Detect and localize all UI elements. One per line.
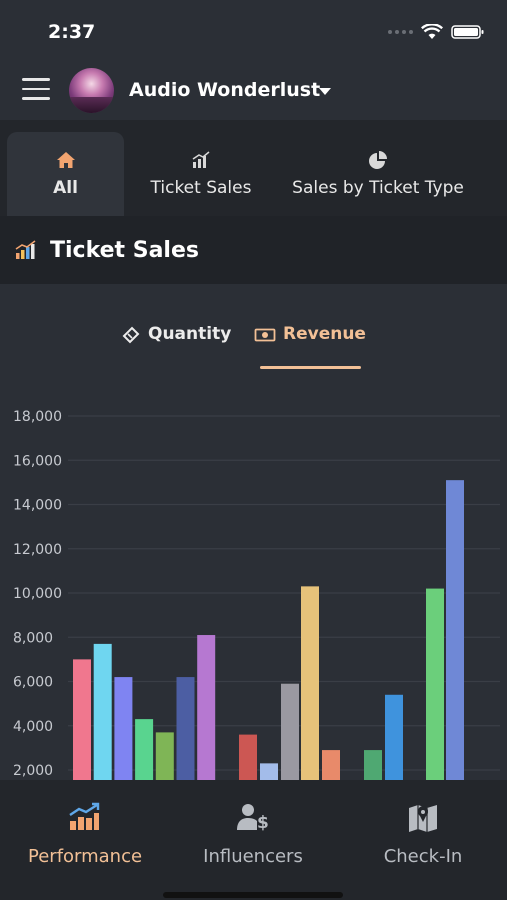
battery-icon (451, 25, 484, 39)
tab-ticket-sales-label: Ticket Sales (150, 178, 252, 198)
tabs-bar: All Ticket Sales Sales by Ticket Type (0, 120, 507, 216)
section-header: Ticket Sales (0, 216, 507, 284)
quantity-toggle[interactable]: Quantity (121, 324, 231, 370)
chart-bar[interactable] (426, 588, 444, 780)
svg-text:$: $ (257, 813, 269, 832)
chart-bar[interactable] (281, 683, 299, 780)
event-avatar[interactable] (69, 68, 114, 113)
chart-bar[interactable] (114, 677, 133, 780)
chart-bar[interactable] (93, 643, 112, 780)
chart-bar[interactable] (260, 763, 278, 780)
y-tick-label: 18,000 (13, 409, 62, 425)
tab-sales-by-ticket-type-label: Sales by Ticket Type (292, 178, 464, 198)
influencer-dollar-icon: $ (237, 804, 269, 833)
status-time: 2:37 (48, 21, 96, 43)
y-tick-label: 16,000 (13, 453, 62, 469)
chart-bar[interactable] (73, 659, 91, 780)
nav-influencers-label: Influencers (203, 846, 303, 867)
chart-bar[interactable] (446, 480, 464, 780)
nav-influencers[interactable]: $ Influencers (198, 802, 308, 867)
nav-check-in-label: Check-In (383, 846, 463, 867)
chart-bar[interactable] (239, 734, 257, 780)
tab-all[interactable]: All (7, 132, 124, 216)
tab-all-label: All (53, 178, 78, 198)
y-tick-label: 6,000 (13, 675, 53, 691)
y-tick-label: 4,000 (13, 719, 53, 735)
chart-canvas: 18,000 16,000 14,000 12,000 10,000 8,000 6,000… (13, 409, 500, 780)
y-tick-label: 12,000 (13, 542, 62, 558)
chart-bar[interactable] (322, 750, 340, 780)
section-title: Ticket Sales (50, 238, 199, 263)
quantity-toggle-label: Quantity (148, 324, 232, 344)
nav-performance[interactable]: Performance (28, 802, 143, 867)
chart-bar[interactable] (301, 586, 319, 780)
chart-bar[interactable] (155, 732, 174, 780)
y-tick-label: 14,000 (13, 498, 62, 514)
bottom-nav: Performance $ Influencers Check-In (0, 780, 507, 900)
home-icon (56, 152, 75, 168)
nav-check-in[interactable]: Check-In (380, 802, 466, 867)
chart-bar[interactable] (197, 635, 216, 780)
cellular-signal-icon (388, 30, 413, 34)
home-indicator (163, 892, 343, 898)
performance-chart-icon (69, 802, 100, 830)
pie-chart-icon (369, 151, 387, 169)
chart-bar[interactable] (364, 750, 382, 780)
y-tick-label: 10,000 (13, 586, 62, 602)
tab-sales-by-ticket-type[interactable]: Sales by Ticket Type (282, 132, 474, 216)
revenue-toggle-label: Revenue (283, 324, 366, 344)
status-icons (388, 24, 485, 40)
map-pin-icon (409, 805, 437, 832)
chart-bar[interactable] (385, 694, 403, 780)
status-bar: 2:37 (0, 0, 507, 60)
hamburger-menu-icon[interactable] (22, 78, 50, 100)
nav-performance-label: Performance (28, 846, 143, 867)
revenue-bar-chart: 18,000 16,000 14,000 12,000 10,000 8,000 6,000… (0, 390, 507, 780)
caret-down-icon[interactable] (319, 88, 331, 95)
revenue-toggle[interactable]: Revenue (254, 324, 366, 370)
bar-chart-icon (192, 151, 210, 168)
chart-bar[interactable] (176, 677, 195, 780)
revenue-toggle-underline (260, 366, 361, 369)
event-name[interactable]: Audio Wonderlust (129, 79, 321, 101)
money-bill-icon (254, 328, 276, 342)
bar-chart-icon (15, 240, 36, 259)
y-tick-label: 8,000 (13, 630, 53, 646)
y-tick-label: 2,000 (13, 763, 53, 779)
tab-ticket-sales[interactable]: Ticket Sales (140, 132, 262, 216)
wifi-icon (421, 24, 443, 39)
chart-bar[interactable] (135, 719, 154, 780)
app-header: Audio Wonderlust (0, 60, 507, 120)
ticket-icon (122, 326, 140, 344)
